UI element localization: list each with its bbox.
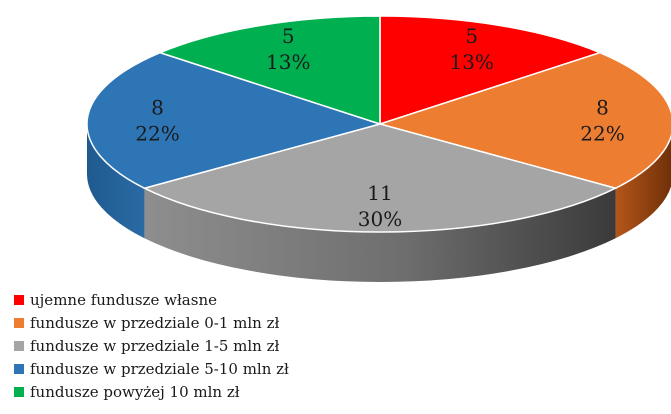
legend-label: ujemne fundusze własne xyxy=(30,290,217,309)
pie-sides xyxy=(86,124,671,282)
slice-percent-label: 30% xyxy=(358,207,402,231)
legend-item: ujemne fundusze własne xyxy=(14,288,289,311)
legend-swatch xyxy=(14,317,24,328)
slice-percent-label: 22% xyxy=(135,122,179,146)
legend-label: fundusze powyżej 10 mln zł xyxy=(30,382,240,401)
legend-item: fundusze powyżej 10 mln zł xyxy=(14,380,289,403)
pie-slice-1 xyxy=(379,15,603,126)
legend-item: fundusze w przedziale 1-5 mln zł xyxy=(14,334,289,357)
legend-item: fundusze w przedziale 5-10 mln zł xyxy=(14,357,289,380)
slice-value-label: 8 xyxy=(596,96,609,120)
pie-tops xyxy=(86,15,671,233)
legend-item: fundusze w przedziale 0-1 mln zł xyxy=(14,311,289,334)
legend-label: fundusze w przedziale 5-10 mln zł xyxy=(30,359,289,378)
pie-slice-5 xyxy=(157,15,381,126)
legend-swatch xyxy=(14,363,24,374)
legend-swatch xyxy=(14,340,24,351)
legend-label: fundusze w przedziale 0-1 mln zł xyxy=(30,313,280,332)
slice-value-label: 5 xyxy=(465,24,478,48)
slice-percent-label: 13% xyxy=(266,50,310,74)
legend: ujemne fundusze własne fundusze w przedzi… xyxy=(14,288,289,403)
legend-swatch xyxy=(14,386,24,397)
slice-value-label: 8 xyxy=(151,96,164,120)
pie-slice-2 xyxy=(377,51,671,190)
pie-slice-4 xyxy=(86,51,383,190)
pie-side-4 xyxy=(86,124,145,239)
slice-percent-label: 22% xyxy=(580,122,624,146)
pie-slice-3 xyxy=(142,123,618,233)
pie-side-3 xyxy=(144,188,616,282)
slice-value-label: 5 xyxy=(282,24,295,48)
legend-swatch xyxy=(14,294,24,305)
pie-side-2 xyxy=(615,136,671,239)
legend-label: fundusze w przedziale 1-5 mln zł xyxy=(30,336,280,355)
slice-percent-label: 13% xyxy=(449,50,493,74)
slice-value-label: 11 xyxy=(367,181,392,205)
